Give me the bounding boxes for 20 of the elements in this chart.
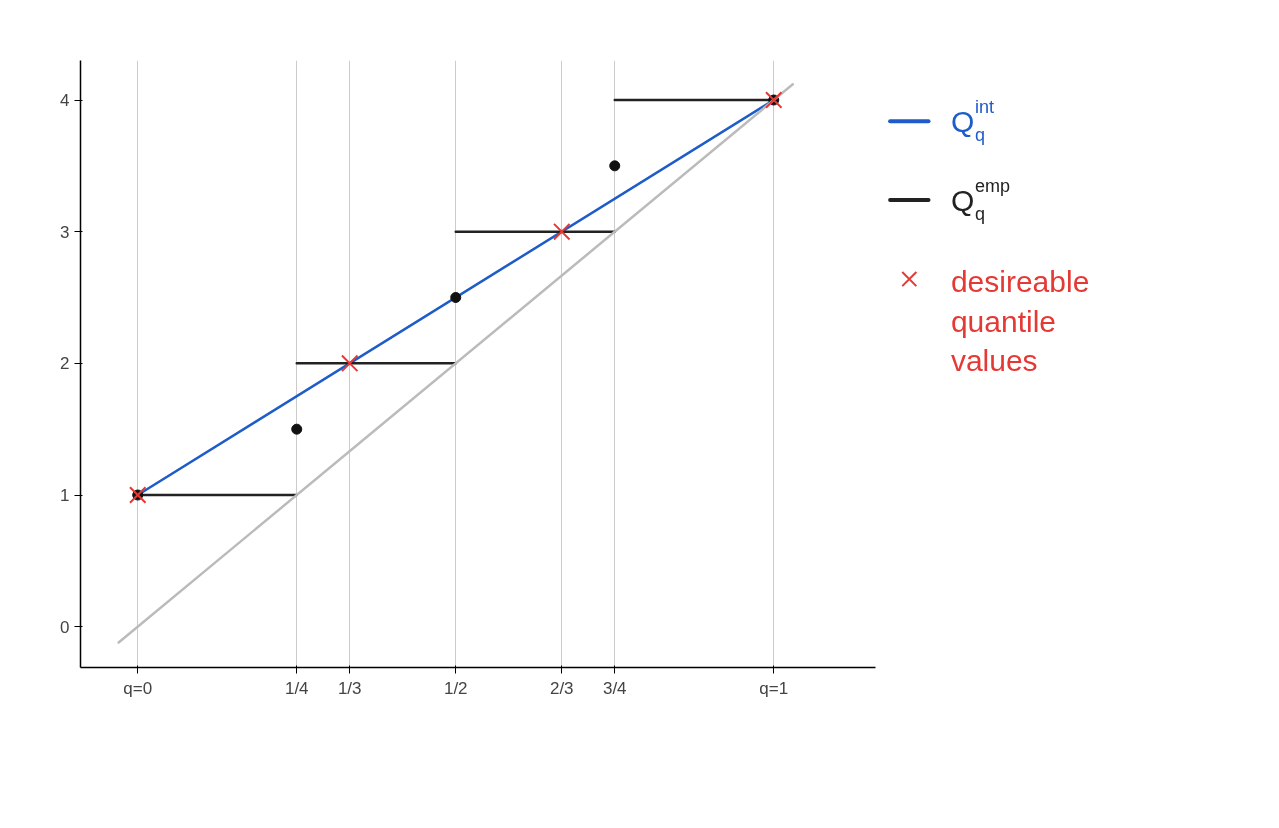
x-tick-label: 1/2 bbox=[443, 678, 468, 698]
point bbox=[764, 91, 783, 109]
point bbox=[609, 160, 621, 172]
legend-label: desireable quantile values bbox=[950, 265, 1090, 378]
x-tick-label: 3/4 bbox=[602, 678, 627, 698]
y-tick-label: 4 bbox=[60, 91, 70, 110]
point bbox=[450, 292, 462, 303]
y-tick-label: 0 bbox=[60, 617, 70, 637]
point bbox=[128, 486, 147, 504]
point bbox=[291, 423, 303, 435]
point bbox=[340, 354, 359, 373]
x-tick-label: 1/3 bbox=[337, 678, 362, 698]
y-tick-label: 3 bbox=[60, 222, 70, 242]
x-tick-label: 2/3 bbox=[549, 678, 574, 698]
x-tick-label: q=0 bbox=[123, 678, 153, 698]
y-tick-label: 1 bbox=[60, 486, 70, 506]
y-tick-label: 2 bbox=[60, 354, 70, 374]
point bbox=[552, 222, 571, 241]
x-tick-label: q=1 bbox=[759, 678, 789, 698]
x-tick-label: 1/4 bbox=[284, 678, 309, 698]
